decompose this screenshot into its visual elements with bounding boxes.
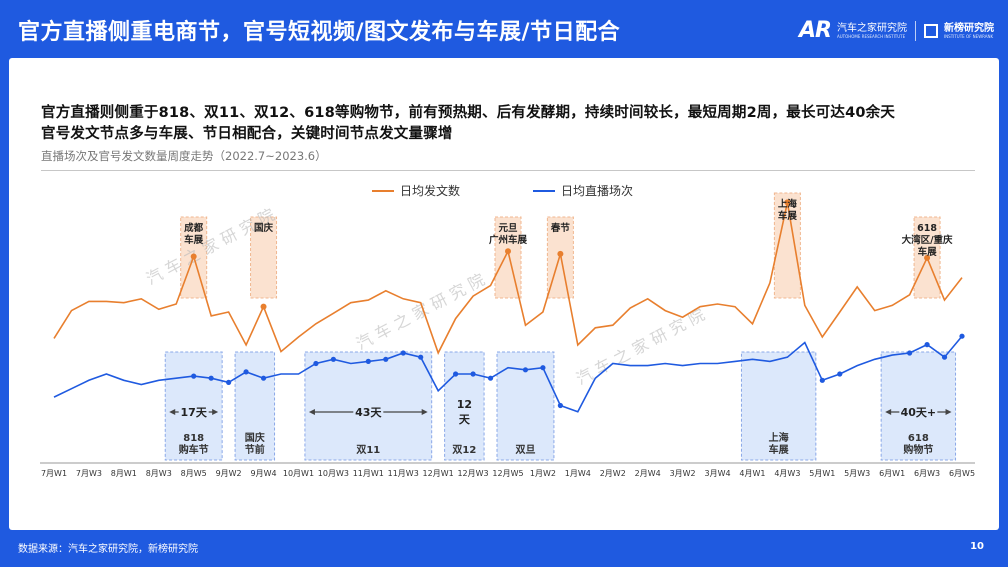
autohome-logo-icon: AR	[799, 18, 832, 43]
page-number: 10	[970, 541, 984, 552]
brand-logo: AR 汽车之家研究院 AUTOHOME RESEARCH INSTITUTE 新…	[799, 18, 994, 43]
newrank-logo-icon	[924, 23, 938, 38]
brand-tagline: AUTOHOME RESEARCH INSTITUTE	[837, 33, 906, 39]
partner-name: 新榜研究院	[944, 22, 994, 34]
chart-subtitle: 直播场次及官号发文数量周度走势（2022.7~2023.6）	[41, 149, 327, 163]
headline-line1: 官方直播则侧重于818、双11、双12、618等购物节，前有预热期、后有发酵期，…	[41, 105, 896, 121]
data-source: 数据来源：汽车之家研究院，新榜研究院	[18, 544, 198, 555]
brand-name: 汽车之家研究院	[837, 22, 907, 34]
title-divider	[41, 170, 975, 171]
page-title: 官方直播侧重电商节，官号短视频/图文发布与车展/节日配合	[18, 20, 621, 45]
partner-tagline: INSTITUTE OF NEWRANK	[944, 33, 994, 39]
brand-divider	[915, 20, 916, 41]
headline-line2: 官号发文节点多与车展、节日相配合，关键时间节点发文量骤增	[41, 126, 453, 142]
